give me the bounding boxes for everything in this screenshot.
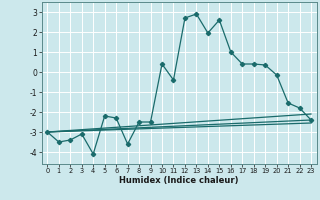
X-axis label: Humidex (Indice chaleur): Humidex (Indice chaleur) — [119, 176, 239, 185]
